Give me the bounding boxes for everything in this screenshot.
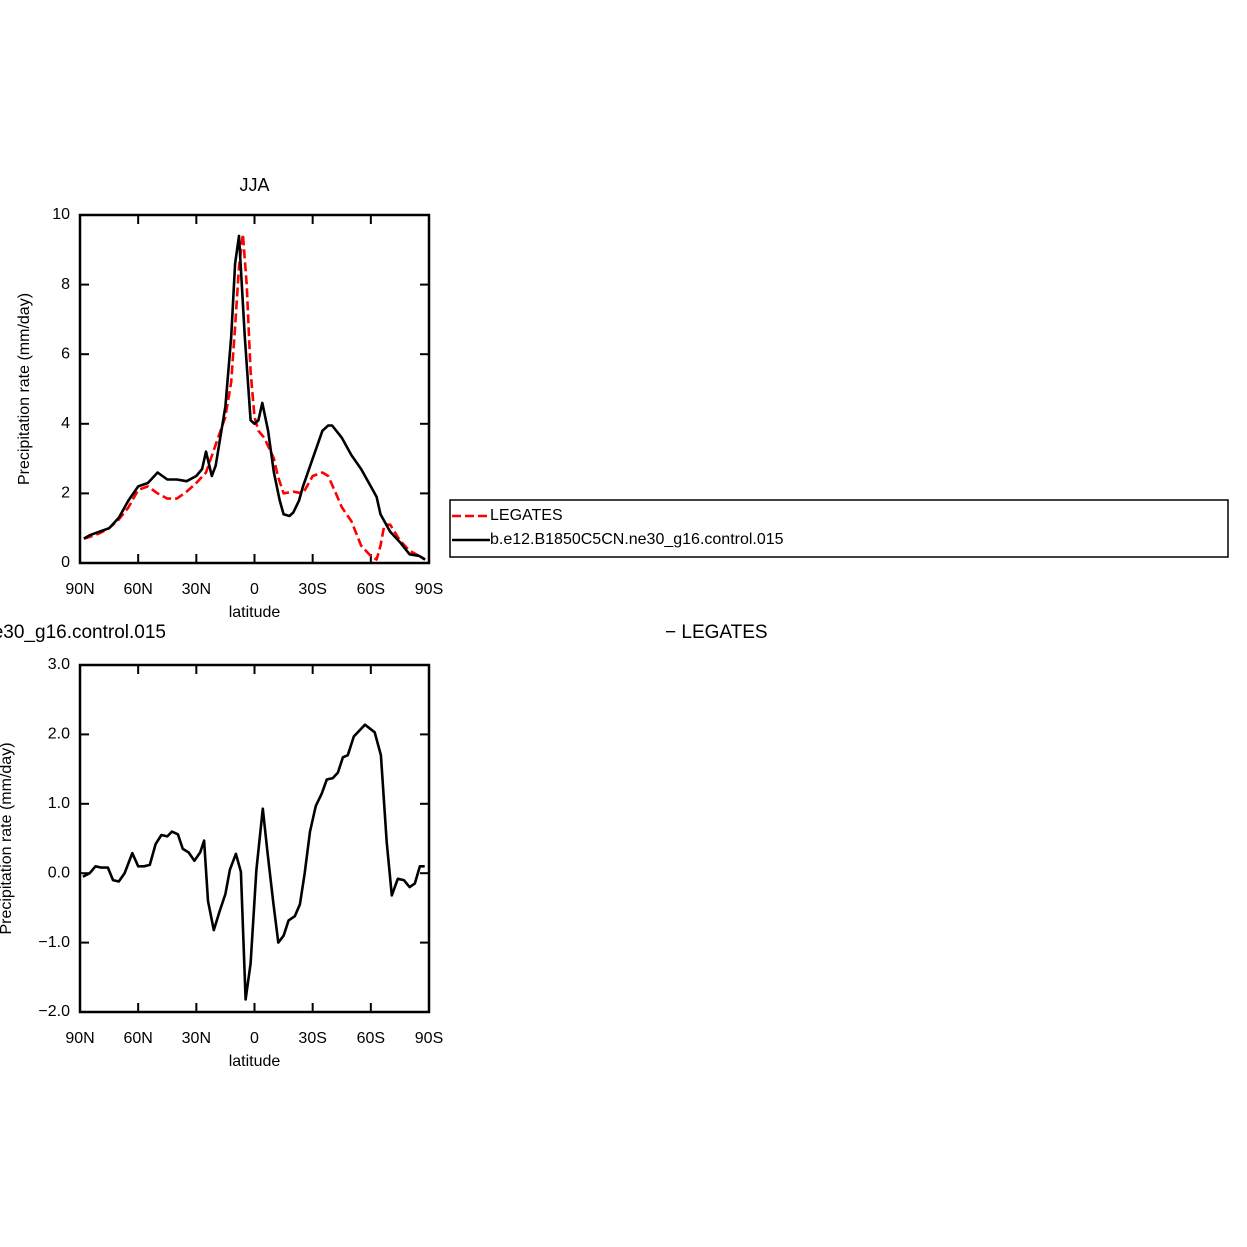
- y-tick-label: 2: [61, 485, 70, 502]
- x-tick-label: 30S: [298, 581, 326, 598]
- legend-label: b.e12.B1850C5CN.ne30_g16.control.015: [490, 531, 784, 548]
- legend-label: LEGATES: [490, 507, 563, 524]
- y-axis-label: Precipitation rate (mm/day): [0, 742, 15, 934]
- plot-frame: [78, 213, 431, 565]
- y-tick-label: 8: [61, 276, 70, 293]
- y-tick-label: −2.0: [38, 1003, 70, 1020]
- x-tick-label: 90S: [415, 1030, 443, 1047]
- y-tick-label: 6: [61, 345, 70, 362]
- x-tick-label: 90N: [65, 1030, 94, 1047]
- data-line: [83, 234, 426, 561]
- y-tick-label: 1.0: [48, 795, 70, 812]
- y-tick-label: −1.0: [38, 934, 70, 951]
- x-tick-label: 60N: [123, 581, 152, 598]
- chart-title-right: − LEGATES: [665, 622, 768, 643]
- y-tick-label: 3.0: [48, 656, 70, 673]
- y-tick-label: 10: [52, 206, 70, 223]
- x-tick-label: 0: [250, 1030, 259, 1047]
- x-tick-label: 60N: [123, 1030, 152, 1047]
- plot-frame: [78, 663, 431, 1014]
- x-tick-label: 0: [250, 581, 259, 598]
- x-tick-label: 30N: [182, 1030, 211, 1047]
- x-tick-label: 60S: [357, 1030, 385, 1047]
- x-tick-label: 60S: [357, 581, 385, 598]
- chart-title-left: b.e12.B1850C5CN.ne30_g16.control.015: [0, 622, 166, 643]
- y-tick-label: 4: [61, 415, 70, 432]
- x-tick-label: 30S: [298, 1030, 326, 1047]
- x-tick-label: 90S: [415, 581, 443, 598]
- x-axis-label: latitude: [229, 604, 281, 621]
- legend-box: [449, 499, 1229, 558]
- x-tick-label: 90N: [65, 581, 94, 598]
- chart-title: JJA: [239, 175, 269, 195]
- y-tick-label: 0.0: [48, 864, 70, 881]
- y-tick-label: 2.0: [48, 726, 70, 743]
- x-axis-label: latitude: [229, 1053, 281, 1070]
- y-axis-label: Precipitation rate (mm/day): [16, 293, 33, 485]
- x-tick-label: 30N: [182, 581, 211, 598]
- y-tick-label: 0: [61, 554, 70, 571]
- data-line: [82, 723, 425, 1001]
- data-line: [83, 232, 426, 561]
